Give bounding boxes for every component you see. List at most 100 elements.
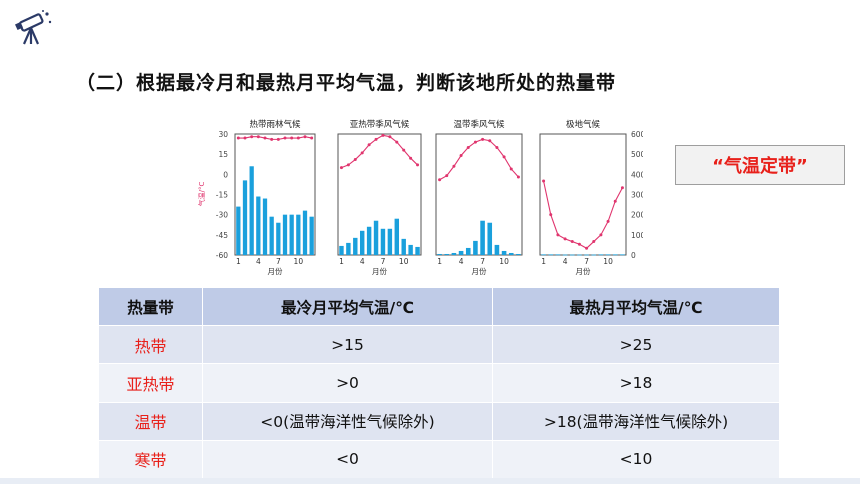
- precipitation-tick-label: 500: [631, 150, 643, 159]
- precipitation-bar: [494, 244, 500, 255]
- precipitation-bar: [236, 206, 241, 255]
- page-title: （二）根据最冷月和最热月平均气温，判断该地所处的热量带: [76, 72, 617, 94]
- month-tick-label: 1: [339, 257, 344, 266]
- precipitation-bar: [339, 245, 344, 255]
- climate-charts-svg: 30150-15-30-45-60气温/°C600500400300200100…: [197, 119, 660, 276]
- hot-month-value: >18: [492, 363, 780, 403]
- precipitation-bar: [302, 210, 308, 255]
- precipitation-bar: [591, 254, 597, 256]
- precipitation-bar: [584, 254, 589, 256]
- temperature-point: [353, 158, 357, 162]
- temperature-point: [613, 199, 617, 203]
- precipitation-bar: [487, 222, 493, 255]
- temperature-point: [409, 156, 413, 160]
- precipitation-bar: [346, 242, 351, 255]
- chart-frame: [337, 133, 422, 256]
- temperature-point: [303, 135, 307, 139]
- table-header-cell: 最冷月平均气温/℃: [202, 286, 493, 327]
- precipitation-bar: [249, 166, 254, 255]
- temperature-point: [556, 233, 560, 237]
- month-tick-label: 4: [256, 257, 261, 266]
- temperature-point: [395, 140, 399, 144]
- precipitation-bar: [289, 214, 294, 255]
- month-axis-label: 月份: [268, 266, 283, 276]
- temperature-point: [452, 164, 456, 168]
- precipitation-bar: [401, 238, 406, 255]
- precipitation-bar: [598, 254, 604, 256]
- temperature-point: [466, 145, 470, 149]
- precipitation-tick-label: 100: [631, 231, 643, 240]
- temperature-point: [542, 179, 546, 183]
- month-axis-label: 月份: [472, 266, 487, 276]
- precipitation-bar: [501, 250, 507, 255]
- cold-month-value: <0(温带海洋性气候除外): [202, 401, 493, 441]
- temperature-point: [488, 139, 492, 143]
- chart-frame: [234, 133, 316, 256]
- temperature-point: [620, 186, 624, 190]
- table-header-cell: 最热月平均气温/℃: [492, 286, 780, 327]
- hot-month-value: >25: [492, 325, 780, 365]
- temperature-point: [283, 136, 287, 140]
- temperature-point: [509, 167, 513, 171]
- cold-month-value: <0: [202, 439, 493, 480]
- precipitation-bar: [366, 226, 372, 255]
- precipitation-bar: [555, 254, 561, 256]
- precipitation-bar: [387, 228, 393, 255]
- temperature-axis-label: 气温/°C: [197, 182, 206, 207]
- precipitation-bar: [415, 246, 420, 255]
- precipitation-bar: [548, 254, 554, 256]
- temperature-line: [341, 134, 418, 169]
- temperature-point: [402, 148, 406, 152]
- precipitation-bar: [373, 220, 379, 255]
- month-tick-label: 1: [541, 257, 546, 266]
- temperature-point: [243, 136, 247, 140]
- temperature-point: [250, 135, 254, 139]
- month-tick-label: 4: [563, 257, 568, 266]
- temperature-tick-label: 15: [218, 150, 228, 159]
- table-header-cell: 热量带: [98, 286, 203, 327]
- precipitation-bar: [569, 254, 575, 256]
- precipitation-bar: [444, 253, 450, 255]
- precipitation-bar: [296, 214, 301, 255]
- heat-zone-table: 热量带 最冷月平均气温/℃ 最热月平均气温/℃ 热带 >15 >25 亚热带 >…: [98, 286, 780, 480]
- table-header-row: 热量带 最冷月平均气温/℃ 最热月平均气温/℃: [98, 286, 780, 327]
- cold-month-value: >0: [202, 363, 493, 403]
- precipitation-bar: [353, 237, 358, 255]
- month-tick-label: 10: [603, 257, 613, 266]
- temperature-point: [360, 151, 364, 155]
- temperature-point: [438, 178, 442, 182]
- precipitation-bar: [242, 180, 248, 255]
- temperature-point: [374, 137, 378, 141]
- temperature-point: [367, 143, 371, 147]
- month-tick-label: 1: [236, 257, 241, 266]
- precipitation-bar: [394, 218, 400, 255]
- temperature-point: [310, 136, 314, 140]
- temperature-line: [238, 136, 312, 140]
- temperature-point: [549, 213, 553, 217]
- precipitation-tick-label: 600: [631, 130, 643, 139]
- temperature-line: [543, 180, 623, 249]
- temperature-point: [256, 135, 260, 139]
- precipitation-bar: [605, 254, 611, 256]
- temperature-point: [290, 136, 294, 140]
- month-tick-label: 10: [294, 257, 304, 266]
- chart-title: 极地气候: [566, 119, 601, 130]
- temperature-point: [599, 233, 603, 237]
- temperature-point: [270, 137, 274, 141]
- precipitation-bar: [612, 254, 618, 256]
- temperature-point: [296, 136, 300, 140]
- precipitation-bar: [380, 228, 386, 255]
- precipitation-bar: [465, 247, 471, 255]
- temperature-tick-label: -45: [216, 231, 228, 240]
- month-tick-label: 4: [459, 257, 464, 266]
- month-tick-label: 1: [437, 257, 442, 266]
- temperature-point: [459, 154, 463, 158]
- temperature-point: [606, 219, 610, 223]
- temperature-zone-tag: “气温定带”: [675, 145, 845, 185]
- precipitation-bar: [458, 250, 464, 255]
- temperature-point: [339, 166, 343, 170]
- temperature-point: [276, 137, 280, 141]
- chart-title: 温带季风气候: [453, 119, 505, 130]
- precipitation-tick-label: 0: [631, 251, 636, 260]
- bottom-bar: [0, 478, 860, 484]
